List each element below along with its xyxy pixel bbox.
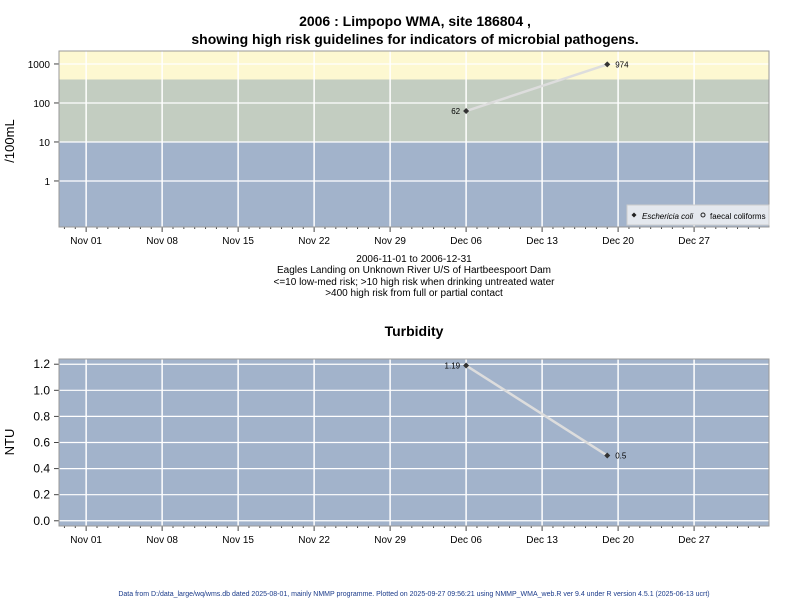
caption-line-3: <=10 low-med risk; >10 high risk when dr…	[274, 277, 556, 288]
y-tick-label: 100	[33, 99, 50, 110]
series-line	[465, 63, 608, 113]
chart1-title-line2: showing high risk guidelines for indicat…	[191, 31, 638, 47]
data-label: 62	[451, 107, 460, 116]
chart2-title: Turbidity	[385, 323, 444, 339]
x-tick-label: Nov 15	[222, 535, 254, 546]
series-line	[465, 364, 608, 457]
x-tick-label: Dec 06	[450, 535, 482, 546]
x-tick-label: Dec 13	[526, 535, 558, 546]
x-tick-label: Dec 06	[450, 236, 482, 247]
y-tick-label: 1	[44, 177, 50, 188]
x-tick-label: Nov 29	[374, 535, 406, 546]
y-tick-label: 0.2	[33, 488, 50, 502]
risk-band-3	[59, 51, 769, 80]
y-tick-label: 1.2	[33, 357, 50, 371]
x-tick-label: Nov 01	[70, 236, 102, 247]
x-tick-label: Nov 15	[222, 236, 254, 247]
chart1-ylabel: /100mL	[2, 119, 17, 162]
footer-note: Data from D:/data_large/wq/wms.db dated …	[118, 591, 709, 598]
caption-line-2: Eagles Landing on Unknown River U/S of H…	[277, 265, 551, 276]
legend: Eschericia coli faecal coliforms	[626, 204, 770, 226]
chart2-ylabel: NTU	[2, 429, 17, 456]
caption-line-4: >400 high risk from full or partial cont…	[325, 288, 503, 299]
data-point	[604, 61, 611, 68]
data-label: 0.5	[615, 452, 627, 461]
x-tick-label: Dec 13	[526, 236, 558, 247]
data-point	[463, 362, 470, 369]
y-tick-label: 1000	[28, 60, 51, 71]
x-tick-label: Nov 22	[298, 236, 330, 247]
plot-frame	[58, 50, 770, 228]
x-tick-label: Nov 08	[146, 535, 178, 546]
data-label: 1.19	[445, 362, 461, 371]
y-tick-label: 10	[39, 138, 51, 149]
y-tick-label: 0.8	[33, 409, 50, 423]
x-tick-label: Dec 20	[602, 535, 634, 546]
data-point	[463, 108, 470, 115]
x-tick-label: Nov 08	[146, 236, 178, 247]
legend-ecoli: Eschericia coli	[642, 212, 693, 221]
x-tick-label: Nov 01	[70, 535, 102, 546]
y-tick-label: 0.6	[33, 436, 50, 450]
y-tick-label: 1.0	[33, 383, 50, 397]
legend-marker-faecal	[700, 212, 706, 218]
legend-faecal: faecal coliforms	[710, 212, 766, 221]
x-tick-label: Nov 22	[298, 535, 330, 546]
y-tick-label: 0.0	[33, 514, 50, 528]
x-tick-label: Dec 27	[678, 535, 710, 546]
x-tick-label: Dec 27	[678, 236, 710, 247]
chart1-title-line1: 2006 : Limpopo WMA, site 186804 ,	[299, 13, 531, 29]
y-tick-label: 0.4	[33, 462, 50, 476]
x-tick-label: Dec 20	[602, 236, 634, 247]
x-tick-label: Nov 29	[374, 236, 406, 247]
caption-line-1: 2006-11-01 to 2006-12-31	[356, 254, 472, 265]
legend-marker-ecoli	[631, 212, 637, 218]
plot-frame	[58, 358, 770, 527]
risk-band-2	[59, 79, 769, 142]
data-point	[604, 452, 611, 459]
data-label: 974	[615, 60, 629, 69]
